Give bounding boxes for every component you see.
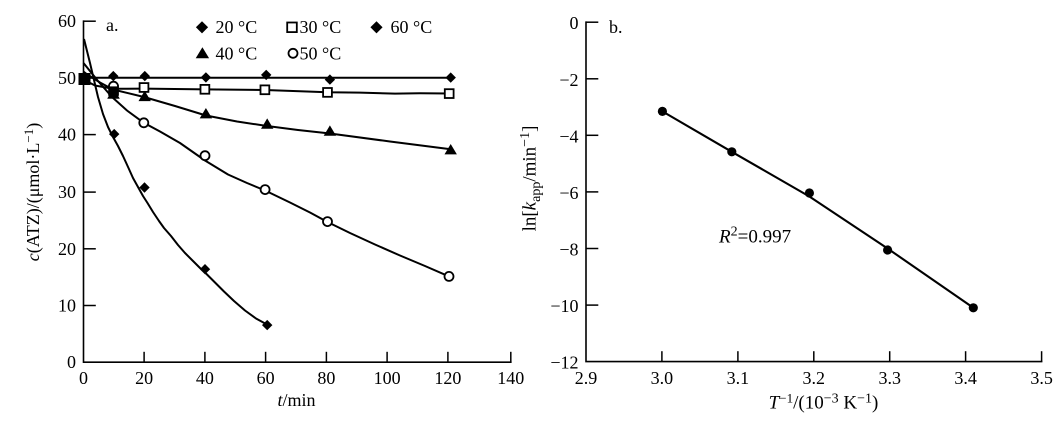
svg-text:60: 60 bbox=[58, 11, 76, 31]
svg-text:−12: −12 bbox=[550, 353, 578, 373]
svg-text:40: 40 bbox=[196, 368, 214, 388]
svg-text:R2=0.997: R2=0.997 bbox=[718, 225, 791, 248]
svg-text:50 °C: 50 °C bbox=[300, 44, 342, 64]
svg-text:T−1/(10−3 K−1): T−1/(10−3 K−1) bbox=[769, 391, 879, 414]
svg-text:t/min: t/min bbox=[277, 390, 315, 410]
svg-text:−8: −8 bbox=[559, 240, 578, 260]
svg-text:80: 80 bbox=[317, 368, 335, 388]
svg-text:60 °C: 60 °C bbox=[391, 17, 433, 37]
svg-text:−6: −6 bbox=[559, 183, 578, 203]
svg-text:20: 20 bbox=[135, 368, 153, 388]
svg-text:0: 0 bbox=[570, 13, 579, 33]
svg-text:100: 100 bbox=[374, 368, 401, 388]
svg-text:30 °C: 30 °C bbox=[300, 17, 342, 37]
svg-text:20: 20 bbox=[58, 239, 76, 259]
svg-text:c(ATZ)/(μmol·L−1): c(ATZ)/(μmol·L−1) bbox=[21, 123, 44, 261]
svg-text:−2: −2 bbox=[559, 70, 578, 90]
svg-text:40 °C: 40 °C bbox=[216, 44, 258, 64]
svg-text:0: 0 bbox=[79, 368, 88, 388]
svg-text:2.9: 2.9 bbox=[575, 368, 598, 388]
svg-text:50: 50 bbox=[58, 68, 76, 88]
svg-text:−10: −10 bbox=[550, 296, 578, 316]
svg-text:20 °C: 20 °C bbox=[216, 17, 258, 37]
svg-text:3.0: 3.0 bbox=[651, 368, 674, 388]
svg-text:3.4: 3.4 bbox=[954, 368, 977, 388]
svg-text:40: 40 bbox=[58, 125, 76, 145]
svg-text:ln[kapp/min−1]: ln[kapp/min−1] bbox=[518, 126, 544, 232]
svg-text:3.5: 3.5 bbox=[1030, 368, 1053, 388]
svg-text:120: 120 bbox=[434, 368, 461, 388]
svg-text:60: 60 bbox=[257, 368, 275, 388]
svg-text:30: 30 bbox=[58, 182, 76, 202]
svg-text:140: 140 bbox=[497, 368, 524, 388]
svg-text:3.3: 3.3 bbox=[878, 368, 901, 388]
svg-text:b.: b. bbox=[609, 17, 623, 37]
svg-text:−4: −4 bbox=[559, 126, 578, 146]
svg-text:3.2: 3.2 bbox=[803, 368, 826, 388]
svg-text:10: 10 bbox=[58, 296, 76, 316]
svg-text:0: 0 bbox=[67, 352, 76, 372]
svg-text:3.1: 3.1 bbox=[727, 368, 750, 388]
svg-text:a.: a. bbox=[106, 15, 119, 35]
